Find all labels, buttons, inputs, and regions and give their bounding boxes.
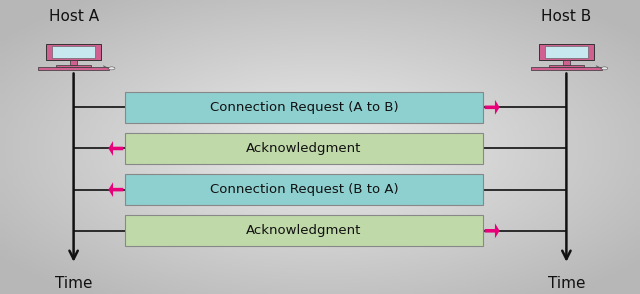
Text: Host B: Host B <box>541 9 591 24</box>
Text: Connection Request (B to A): Connection Request (B to A) <box>210 183 398 196</box>
Bar <box>540 44 594 60</box>
Bar <box>545 46 588 58</box>
Bar <box>47 44 101 60</box>
Text: Acknowledgment: Acknowledgment <box>246 224 362 237</box>
Bar <box>531 67 602 70</box>
FancyBboxPatch shape <box>125 133 483 164</box>
Text: Connection Request (A to B): Connection Request (A to B) <box>210 101 398 114</box>
Text: Time: Time <box>55 276 92 291</box>
Bar <box>70 60 77 65</box>
Bar <box>548 65 584 67</box>
Bar <box>563 60 570 65</box>
Bar <box>52 46 95 58</box>
Circle shape <box>108 67 115 70</box>
FancyBboxPatch shape <box>125 92 483 123</box>
Text: Acknowledgment: Acknowledgment <box>246 142 362 155</box>
Circle shape <box>601 67 608 70</box>
FancyBboxPatch shape <box>125 174 483 205</box>
FancyBboxPatch shape <box>125 215 483 246</box>
Text: Time: Time <box>548 276 585 291</box>
Text: Host A: Host A <box>49 9 99 24</box>
Bar <box>56 65 92 67</box>
Bar <box>38 67 109 70</box>
